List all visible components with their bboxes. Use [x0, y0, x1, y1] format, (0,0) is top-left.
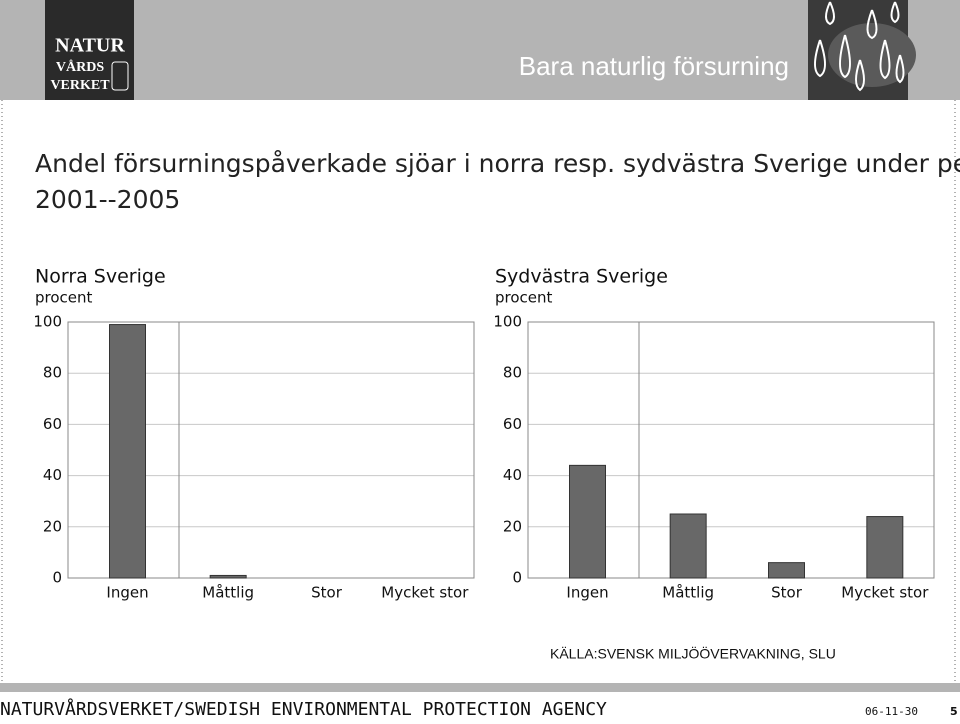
- logo-text: VERKET: [50, 78, 110, 93]
- y-tick-label: 20: [43, 517, 62, 535]
- footer-band: [0, 683, 960, 692]
- y-tick-label: 60: [43, 415, 62, 433]
- plot-frame: [527, 321, 935, 579]
- source: KÄLLA:SVENSK MILJÖÖVERVAKNING, SLU: [550, 645, 836, 662]
- page-number: 5: [950, 705, 958, 718]
- logo-box: [45, 0, 134, 100]
- bar: [569, 464, 606, 579]
- footer-date: 06-11-30: [865, 705, 918, 718]
- chart-title: Norra Sverige: [35, 266, 166, 288]
- bar: [669, 513, 707, 579]
- logo-text: NATUR: [55, 35, 125, 57]
- x-tick-label: Måttlig: [202, 584, 254, 602]
- y-tick-label: 60: [503, 415, 522, 433]
- bar: [768, 562, 805, 579]
- bar: [209, 574, 247, 579]
- x-tick-label: Stor: [771, 584, 803, 602]
- y-tick-label: 0: [52, 569, 62, 587]
- bar: [109, 324, 146, 579]
- y-tick-label: 80: [43, 364, 62, 382]
- y-axis-label: procent: [35, 289, 93, 307]
- header-title: Bara naturlig försurning: [519, 51, 789, 81]
- y-axis-label: procent: [495, 289, 553, 307]
- logo-crest: [111, 61, 129, 91]
- y-tick-label: 100: [33, 313, 62, 331]
- y-tick-label: 100: [493, 313, 522, 331]
- heading: Andel försurningspåverkade sjöar i norra…: [35, 149, 960, 214]
- x-tick-label: Måttlig: [662, 584, 714, 602]
- y-tick-label: 20: [503, 517, 522, 535]
- logo-text: VÅRDS: [56, 59, 104, 75]
- plot-frame: [67, 321, 475, 579]
- y-tick-label: 40: [43, 466, 62, 484]
- y-tick-label: 0: [512, 569, 522, 587]
- header-band: [0, 0, 960, 100]
- x-tick-label: Mycket stor: [381, 584, 469, 602]
- x-tick-label: Ingen: [106, 584, 148, 602]
- x-tick-label: Stor: [311, 584, 343, 602]
- bar: [866, 516, 904, 579]
- x-tick-label: Mycket stor: [841, 584, 929, 602]
- y-tick-label: 80: [503, 364, 522, 382]
- drops: [814, 1, 905, 92]
- x-tick-label: Ingen: [566, 584, 608, 602]
- y-tick-label: 40: [503, 466, 522, 484]
- chart-title: Sydvästra Sverige: [495, 266, 668, 288]
- footer-agency: NATURVÅRDSVERKET/SWEDISH ENVIRONMENTAL P…: [0, 698, 607, 720]
